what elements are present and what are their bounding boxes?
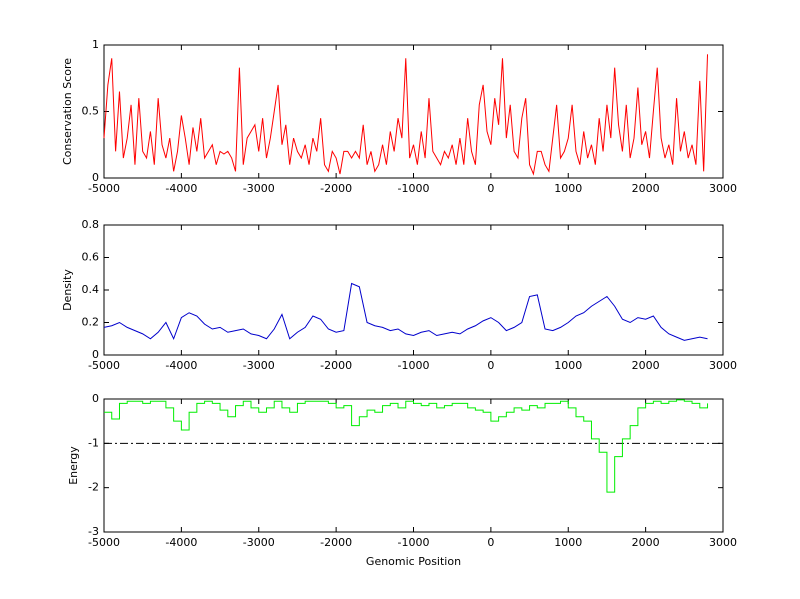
x-tick-label: 3000 <box>709 359 737 372</box>
data-line <box>104 399 709 493</box>
x-tick-label: 0 <box>487 536 494 549</box>
x-tick-label: 1000 <box>554 182 582 195</box>
x-tick-label: -2000 <box>320 536 352 549</box>
x-axis-label: Genomic Position <box>366 555 461 568</box>
y-tick-label: 1 <box>92 38 99 51</box>
x-tick-label: -1000 <box>398 182 430 195</box>
y-tick-label: 0.8 <box>82 218 100 231</box>
x-tick-label: -1000 <box>398 359 430 372</box>
y-tick-label: -3 <box>88 525 99 538</box>
x-tick-label: -4000 <box>165 536 197 549</box>
x-tick-label: -3000 <box>243 359 275 372</box>
x-tick-label: -5000 <box>88 359 120 372</box>
x-tick-label: 3000 <box>709 182 737 195</box>
y-tick-label: 0.5 <box>82 105 100 118</box>
y-tick-label: 0.4 <box>82 283 100 296</box>
y-axis-label: Conservation Score <box>61 58 74 165</box>
x-tick-label: 1000 <box>554 536 582 549</box>
y-tick-label: -2 <box>88 481 99 494</box>
x-tick-label: -3000 <box>243 536 275 549</box>
x-tick-label: -4000 <box>165 359 197 372</box>
y-tick-label: 0 <box>92 348 99 361</box>
y-tick-label: 0 <box>92 392 99 405</box>
x-tick-label: 2000 <box>632 359 660 372</box>
y-axis-label: Energy <box>67 446 80 485</box>
x-tick-label: -5000 <box>88 536 120 549</box>
x-tick-label: -3000 <box>243 182 275 195</box>
y-tick-label: -1 <box>88 436 99 449</box>
x-tick-label: -4000 <box>165 182 197 195</box>
x-tick-label: -5000 <box>88 182 120 195</box>
y-tick-label: 0.6 <box>82 251 100 264</box>
x-tick-label: 0 <box>487 182 494 195</box>
y-axis-label: Density <box>61 269 74 311</box>
x-tick-label: -2000 <box>320 182 352 195</box>
x-tick-label: 1000 <box>554 359 582 372</box>
x-tick-label: 2000 <box>632 182 660 195</box>
x-tick-label: -2000 <box>320 359 352 372</box>
x-tick-label: 0 <box>487 359 494 372</box>
axes-box <box>103 44 724 179</box>
x-tick-label: -1000 <box>398 536 430 549</box>
y-tick-label: 0 <box>92 171 99 184</box>
y-tick-label: 0.2 <box>82 316 100 329</box>
data-line <box>103 282 708 341</box>
axes-box <box>103 398 724 533</box>
x-tick-label: 2000 <box>632 536 660 549</box>
data-line <box>103 54 709 176</box>
axes-box <box>103 224 724 356</box>
x-tick-label: 3000 <box>709 536 737 549</box>
